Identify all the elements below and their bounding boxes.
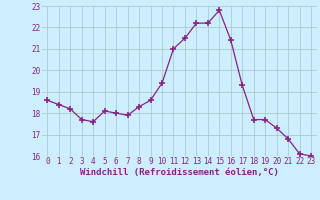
- X-axis label: Windchill (Refroidissement éolien,°C): Windchill (Refroidissement éolien,°C): [80, 168, 279, 177]
